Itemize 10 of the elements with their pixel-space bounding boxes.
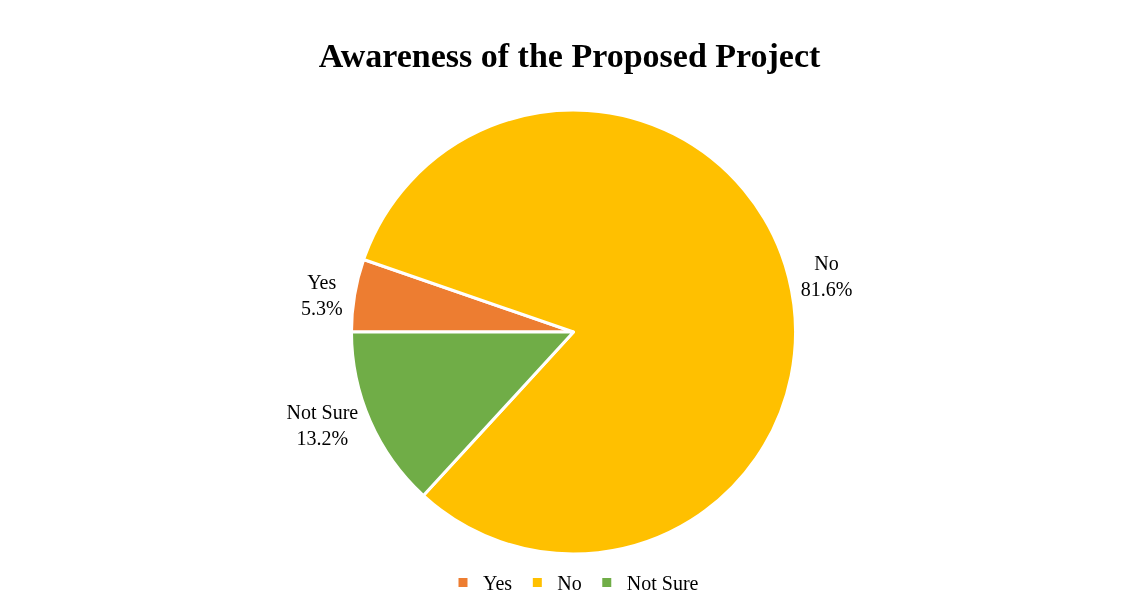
data-label: 13.2% [296, 427, 349, 450]
legend-label: No [557, 572, 582, 595]
slice-label: No [814, 252, 839, 275]
slice-label: Yes [307, 270, 337, 293]
chart-title: Awareness of the Proposed Project [318, 36, 822, 74]
legend-label: Yes [483, 572, 513, 595]
data-label: 5.3% [300, 296, 343, 319]
slice-label: Not Sure [286, 401, 359, 424]
data-label: 81.6% [800, 278, 853, 301]
legend-label: Not Sure [626, 572, 699, 595]
